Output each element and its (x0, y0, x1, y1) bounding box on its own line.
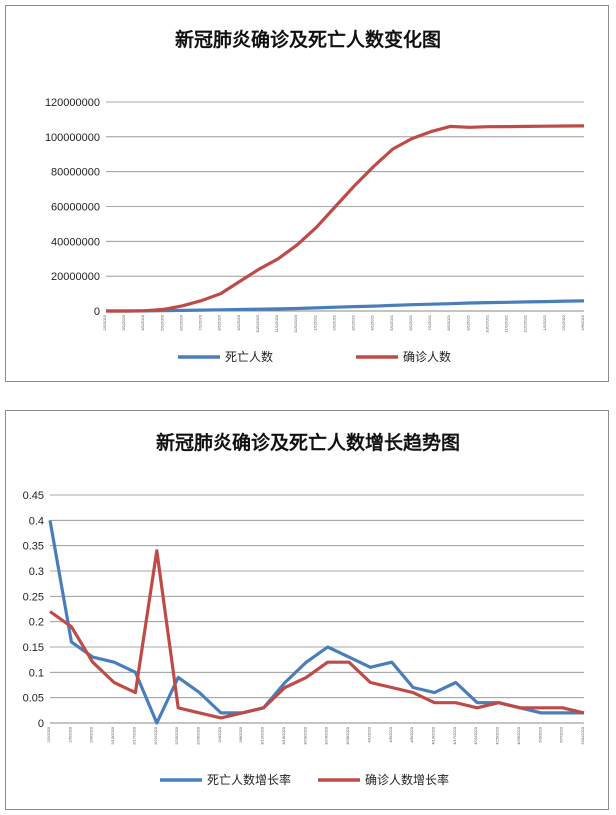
x-tick-label: 7/1/2020 (198, 314, 203, 330)
x-tick-label: 4/5/2020 (388, 726, 393, 742)
x-tick-label: 1/1/2022 (542, 314, 547, 330)
x-tick-label: 2/1/2021 (331, 314, 336, 330)
x-tick-label: 4/25/2020 (495, 726, 500, 745)
x-tick-label: 5/1/2021 (389, 314, 394, 330)
x-tick-label: 3/4/2020 (217, 726, 222, 742)
x-tick-label: 12/1/2021 (523, 314, 528, 333)
x-tick-label: 3/12/2020 (260, 726, 265, 745)
x-tick-label: 2/9/2022 (580, 314, 585, 330)
legend-label: 确诊人数 (403, 349, 451, 364)
x-tick-label: 8/1/2020 (217, 314, 222, 330)
x-tick-label: 8/1/2021 (446, 314, 451, 330)
x-tick-label: 4/1/2020 (366, 726, 371, 742)
x-tick-label: 4/9/2020 (409, 726, 414, 742)
x-tick-label: 4/1/2020 (140, 314, 145, 330)
series-line-1 (106, 124, 585, 313)
x-tick-label: 2/1/2020 (46, 726, 51, 742)
legend-label: 确诊人数增长率 (365, 772, 449, 787)
x-tick-label: 10/1/2020 (255, 314, 260, 333)
x-tick-label: 12/1/2020 (293, 314, 298, 333)
x-tick-label: 3/1/2021 (351, 314, 356, 330)
x-tick-label: 4/17/2020 (452, 726, 457, 745)
chart-panel-growth-rate: 新冠肺炎确诊及死亡人数增长趋势图 0 0.05 0.1 0.15 0.2 0.25 0.3 0… (5, 410, 609, 810)
x-tick-label: 3/1/2020 (121, 314, 126, 330)
x-tick-label: 2/25/2020 (174, 726, 179, 745)
x-tick-label: 9/1/2021 (465, 314, 470, 330)
chart-cases-deaths: 新冠肺炎确诊及死亡人数变化图 0 20000000 40000000 60000000… (45, 28, 585, 364)
chart-title: 新冠肺炎确诊及死亡人数变化图 (175, 28, 441, 51)
x-tick-label: 2/1/2020 (102, 314, 107, 330)
x-tick-label: 2/13/2020 (110, 726, 115, 745)
y-tick-label: 0.35 (23, 541, 44, 553)
x-tick-label: 3/28/2020 (345, 726, 350, 745)
chart-growth-rate: 新冠肺炎确诊及死亡人数增长趋势图 0 0.05 0.1 0.15 0.2 0.25 0.3 0… (23, 431, 585, 787)
x-tick-label: 10/1/2021 (484, 314, 489, 333)
y-tick-label: 0.15 (23, 642, 44, 654)
x-tick-label: 7/1/2021 (427, 314, 432, 330)
y-tick-label: 0 (38, 718, 44, 730)
x-tick-label: 2/17/2020 (131, 726, 136, 745)
y-tick-label: 0.1 (29, 667, 44, 679)
x-tick-label: 2/9/2020 (89, 726, 94, 742)
y-tick-label: 0.2 (29, 617, 44, 629)
x-tick-label: 5/7/2020 (559, 726, 564, 742)
x-tick-label: 11/1/2020 (274, 314, 279, 332)
x-tick-label: 5/11/2020 (580, 726, 585, 744)
y-tick-label: 20000000 (51, 271, 100, 283)
x-tick-label: 2/5/2020 (67, 726, 72, 742)
y-tick-label: 100000000 (45, 132, 100, 144)
chart-panel-cases-deaths: 新冠肺炎确诊及死亡人数变化图 0 20000000 40000000 60000000… (5, 5, 609, 382)
x-tick-label: 3/8/2020 (238, 726, 243, 742)
y-tick-label: 0.05 (23, 693, 44, 705)
x-tick-label: 4/21/2020 (473, 726, 478, 745)
x-tick-label: 2/29/2020 (196, 726, 201, 745)
x-tick-label: 3/20/2020 (302, 726, 307, 745)
y-tick-label: 0.45 (23, 490, 44, 502)
x-tick-label: 2/1/2022 (561, 314, 566, 330)
x-tick-label: 6/1/2021 (408, 314, 413, 330)
x-tick-label: 1/1/2021 (312, 314, 317, 330)
x-tick-label: 9/1/2020 (236, 314, 241, 330)
y-tick-label: 60000000 (51, 202, 100, 214)
x-tick-label: 2/21/2020 (153, 726, 158, 745)
y-tick-label: 120000000 (45, 97, 100, 109)
x-tick-label: 3/24/2020 (324, 726, 329, 745)
x-tick-label: 5/1/2020 (159, 314, 164, 330)
y-tick-label: 80000000 (51, 167, 100, 179)
x-tick-label: 4/13/2020 (430, 726, 435, 745)
x-tick-label: 3/16/2020 (281, 726, 286, 745)
x-tick-label: 4/29/2020 (516, 726, 521, 745)
x-tick-label: 6/1/2020 (178, 314, 183, 330)
x-tick-label: 4/1/2021 (370, 314, 375, 330)
y-tick-label: 0 (94, 306, 100, 318)
legend-label: 死亡人数 (225, 349, 273, 364)
y-tick-label: 40000000 (51, 236, 100, 248)
x-tick-label: 5/3/2020 (537, 726, 542, 742)
legend-label: 死亡人数增长率 (207, 772, 291, 787)
y-tick-label: 0.4 (29, 515, 44, 527)
y-tick-label: 0.3 (29, 566, 44, 578)
series-line-1 (49, 549, 585, 720)
chart-title: 新冠肺炎确诊及死亡人数增长趋势图 (156, 431, 460, 454)
y-tick-label: 0.25 (23, 591, 44, 603)
x-tick-label: 11/1/2021 (504, 314, 509, 332)
series-line-0 (106, 299, 585, 313)
